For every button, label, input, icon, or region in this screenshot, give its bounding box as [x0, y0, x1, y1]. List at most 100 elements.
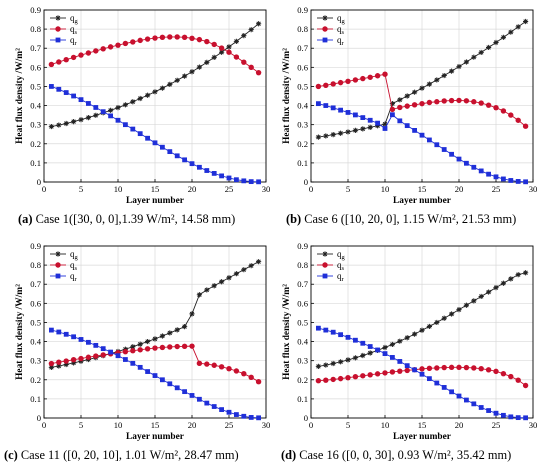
- data-point: [493, 39, 499, 46]
- data-point: [330, 105, 336, 111]
- series-qg: [48, 21, 262, 130]
- x-tick-label: 20: [188, 184, 197, 194]
- data-point: [226, 409, 232, 415]
- data-point: [486, 44, 492, 51]
- x-tick-label: 15: [418, 184, 427, 194]
- data-point: [204, 168, 210, 173]
- data-point: [471, 164, 477, 170]
- data-point: [233, 38, 239, 44]
- data-point: [508, 178, 514, 183]
- data-point: [145, 135, 150, 141]
- data-point: [130, 348, 136, 354]
- x-tick-label: 0: [309, 184, 313, 194]
- data-point: [100, 346, 106, 352]
- data-point: [493, 104, 499, 111]
- legend-label: qr: [337, 35, 345, 47]
- data-point: [108, 349, 113, 355]
- data-point: [397, 359, 403, 364]
- data-point: [426, 81, 432, 87]
- data-point: [63, 120, 69, 127]
- data-point: [233, 271, 239, 277]
- data-point: [204, 59, 210, 65]
- data-point: [159, 85, 165, 91]
- data-point: [255, 378, 262, 385]
- y-tick-label: 0.5: [297, 317, 308, 327]
- data-point: [464, 160, 469, 166]
- data-point: [256, 179, 261, 185]
- data-point: [463, 302, 469, 308]
- data-point: [456, 156, 462, 162]
- data-point: [145, 369, 150, 374]
- data-point: [174, 343, 180, 350]
- data-point: [471, 99, 477, 105]
- data-point: [48, 123, 54, 130]
- data-point: [352, 355, 358, 361]
- y-tick-label: 0: [304, 413, 308, 423]
- data-point: [389, 106, 396, 113]
- data-point: [330, 329, 336, 335]
- data-point: [382, 370, 388, 376]
- series-qr: [316, 325, 528, 421]
- data-point: [338, 332, 343, 338]
- legend-marker: [55, 26, 61, 32]
- data-point: [93, 353, 99, 359]
- y-tick-label: 0: [304, 177, 308, 187]
- data-point: [100, 46, 106, 52]
- y-tick-label: 0.7: [297, 279, 308, 289]
- data-point: [226, 44, 232, 50]
- data-point: [130, 344, 136, 350]
- data-point: [234, 412, 239, 417]
- y-tick-label: 0.6: [297, 298, 308, 308]
- series-qr: [49, 84, 261, 185]
- data-point: [115, 42, 121, 48]
- data-point: [49, 84, 54, 89]
- data-point: [500, 34, 506, 40]
- y-axis-label: Heat flux density /W/m²: [15, 48, 25, 144]
- data-point: [419, 100, 425, 107]
- data-point: [523, 270, 529, 276]
- data-point: [159, 344, 166, 351]
- data-point: [219, 407, 224, 412]
- data-point: [485, 102, 492, 108]
- data-point: [218, 45, 225, 51]
- data-point: [330, 360, 336, 367]
- data-point: [412, 367, 417, 373]
- data-point: [486, 408, 491, 413]
- data-point: [196, 360, 203, 367]
- data-point: [241, 59, 247, 65]
- data-point: [352, 77, 359, 83]
- data-point: [108, 113, 113, 119]
- data-point: [345, 334, 351, 340]
- data-point: [115, 117, 121, 123]
- data-point: [137, 95, 143, 102]
- data-point: [449, 311, 455, 317]
- data-point: [352, 374, 359, 380]
- data-point: [197, 164, 202, 170]
- y-axis-label: Heat flux density /W/m²: [282, 48, 292, 144]
- data-point: [233, 54, 240, 60]
- data-point: [434, 99, 440, 105]
- x-tick-label: 10: [381, 184, 390, 194]
- x-tick-label: 5: [79, 184, 83, 194]
- data-point: [226, 365, 232, 372]
- data-point: [152, 89, 158, 95]
- data-point: [345, 110, 351, 115]
- data-point: [419, 366, 425, 372]
- data-point: [256, 259, 262, 265]
- data-point: [196, 292, 202, 298]
- data-point: [486, 289, 492, 295]
- x-axis-label: Layer number: [393, 432, 451, 442]
- data-point: [411, 102, 418, 108]
- data-point: [456, 97, 462, 104]
- data-point: [159, 333, 165, 339]
- y-tick-label: 0.4: [297, 101, 308, 111]
- data-point: [434, 365, 440, 371]
- legend-marker: [322, 251, 328, 257]
- data-point: [182, 157, 187, 163]
- data-point: [56, 122, 62, 128]
- legend-label: qs: [70, 260, 78, 272]
- data-point: [508, 112, 514, 118]
- data-point: [508, 276, 514, 282]
